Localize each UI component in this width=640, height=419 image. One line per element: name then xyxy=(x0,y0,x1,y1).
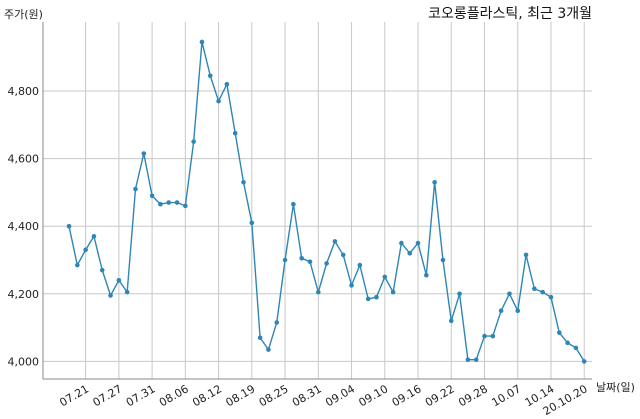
data-point xyxy=(191,139,196,144)
data-point xyxy=(332,239,338,244)
data-point xyxy=(365,296,371,302)
data-point xyxy=(241,179,246,185)
data-point xyxy=(515,308,521,314)
data-point xyxy=(274,320,280,325)
data-point xyxy=(166,200,172,205)
data-point xyxy=(199,39,205,45)
data-point xyxy=(390,289,396,295)
y-tick-label: 4,800 xyxy=(8,85,40,98)
data-point xyxy=(291,201,296,207)
data-point xyxy=(91,234,97,239)
data-point xyxy=(349,283,354,288)
data-point xyxy=(266,347,271,352)
data-point xyxy=(124,289,130,295)
data-point xyxy=(415,240,421,246)
x-tick-labels: 07.21 07.27 07.31 08.06 08.12 08.19 08.25 08.31… xyxy=(57,382,589,418)
data-point xyxy=(382,274,388,280)
data-point xyxy=(540,289,545,295)
data-point xyxy=(282,257,288,263)
data-point xyxy=(498,308,504,314)
x-tick-label: 09.28 xyxy=(456,382,490,409)
y-tick-label: 4,200 xyxy=(8,288,40,301)
data-point xyxy=(316,289,321,295)
grid-lines xyxy=(43,22,592,379)
y-axis-title: 주가(원) xyxy=(4,8,43,21)
x-tick-label: 09.22 xyxy=(423,382,457,409)
data-point xyxy=(108,293,113,298)
data-point xyxy=(183,203,188,209)
data-point xyxy=(340,252,346,258)
data-point xyxy=(133,186,138,192)
data-point xyxy=(581,359,587,364)
data-point xyxy=(523,252,529,258)
x-tick-label: 09.16 xyxy=(390,382,424,409)
x-tick-label: 08.31 xyxy=(290,382,324,409)
data-point xyxy=(141,151,147,156)
data-point xyxy=(490,333,496,339)
data-point xyxy=(407,250,413,256)
y-tick-labels: 4,000 4,200 4,400 4,600 4,800 xyxy=(8,85,40,368)
chart-title: 코오롱플라스틱, 최근 3개월 xyxy=(428,6,592,22)
data-point xyxy=(448,318,454,324)
data-point xyxy=(99,267,105,273)
x-tick-label: 08.06 xyxy=(157,382,191,409)
data-point xyxy=(482,333,487,339)
x-tick-label: 10.07 xyxy=(489,382,523,409)
data-point xyxy=(457,291,462,297)
data-point xyxy=(149,193,155,199)
x-tick-label: 09.10 xyxy=(357,382,391,409)
price-series xyxy=(66,39,587,364)
data-point xyxy=(66,223,72,229)
data-point xyxy=(556,330,562,335)
x-tick-label: 07.27 xyxy=(91,382,125,409)
data-point xyxy=(374,294,379,300)
data-point xyxy=(357,262,363,268)
x-tick-label: 09.04 xyxy=(323,382,357,409)
data-point xyxy=(216,98,221,104)
data-point xyxy=(249,220,255,226)
data-point xyxy=(232,130,238,136)
data-point xyxy=(465,357,471,363)
x-tick-label: 07.21 xyxy=(57,382,91,409)
x-tick-label: 08.19 xyxy=(224,382,258,409)
data-point xyxy=(174,200,180,205)
data-point xyxy=(473,357,479,363)
data-point xyxy=(424,272,429,278)
x-tick-label: 07.31 xyxy=(124,382,158,409)
data-point xyxy=(257,335,263,341)
data-point xyxy=(158,201,163,207)
data-point xyxy=(324,261,329,266)
data-point xyxy=(548,294,554,300)
data-point xyxy=(507,291,512,297)
data-point xyxy=(565,340,570,346)
data-point xyxy=(83,247,88,253)
data-point xyxy=(432,179,437,185)
data-point xyxy=(75,262,80,268)
data-point xyxy=(207,73,213,79)
axes xyxy=(42,22,592,380)
y-tick-label: 4,000 xyxy=(8,355,40,368)
y-tick-label: 4,400 xyxy=(8,220,40,233)
series-line xyxy=(68,41,585,362)
data-point xyxy=(299,256,304,261)
y-tick-label: 4,600 xyxy=(8,153,40,166)
data-point xyxy=(307,259,313,264)
data-point xyxy=(440,257,446,263)
data-point xyxy=(573,345,579,351)
x-tick-label: 08.12 xyxy=(190,382,224,409)
data-point xyxy=(399,240,404,246)
x-tick-label: 08.25 xyxy=(257,382,291,409)
data-point xyxy=(116,277,122,283)
data-point xyxy=(532,286,537,292)
data-point xyxy=(224,81,230,87)
x-axis-title: 날짜(일) xyxy=(596,380,635,394)
